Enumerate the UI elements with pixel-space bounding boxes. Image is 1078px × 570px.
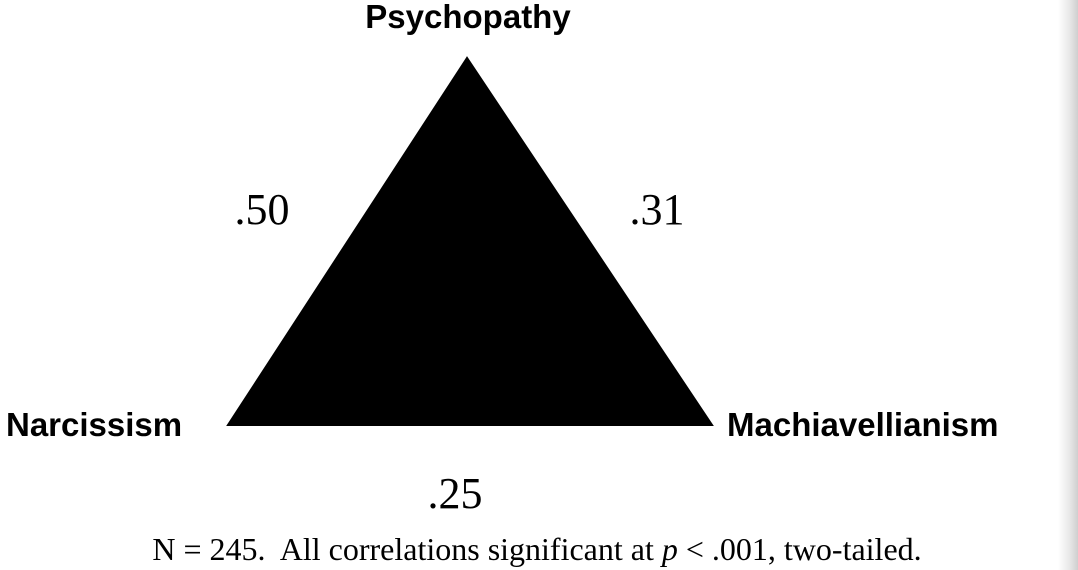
correlation-label-psychopathy-narcissism: .50 <box>235 185 290 234</box>
node-label-narcissism: Narcissism <box>6 406 182 443</box>
note-p-symbol: p <box>660 531 678 567</box>
note-suffix: < .001, two-tailed. <box>678 531 922 567</box>
correlation-label-narcissism-machiavellianism: .25 <box>428 469 483 518</box>
node-label-psychopathy: Psychopathy <box>365 0 571 35</box>
triad-triangle <box>226 56 714 426</box>
note-prefix: N = 245. All correlations significant at <box>152 531 662 567</box>
node-label-machiavellianism: Machiavellianism <box>727 406 998 443</box>
page-shadow-edge <box>1058 0 1078 570</box>
sample-size-note: N = 245. All correlations significant at… <box>152 531 921 567</box>
correlation-label-psychopathy-machiavellianism: .31 <box>630 185 685 234</box>
